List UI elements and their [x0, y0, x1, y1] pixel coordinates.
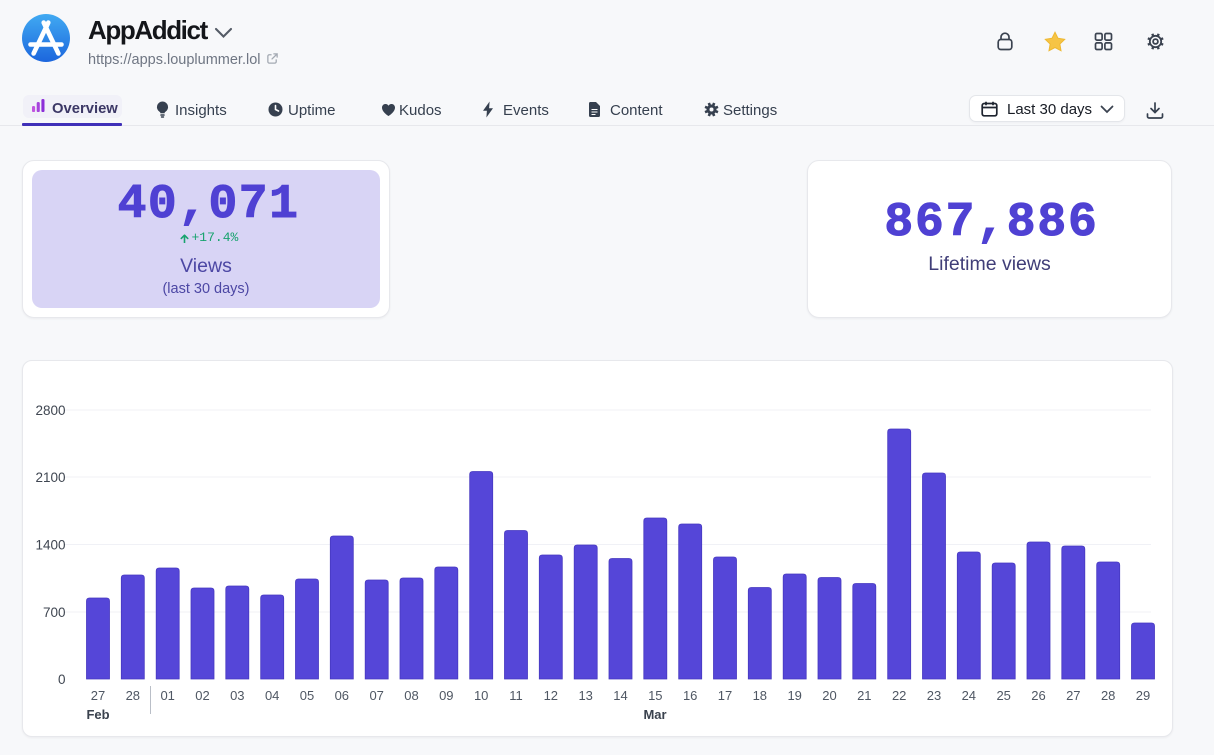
svg-text:12: 12	[544, 688, 558, 703]
svg-text:18: 18	[753, 688, 767, 703]
svg-text:22: 22	[892, 688, 906, 703]
svg-text:19: 19	[787, 688, 801, 703]
svg-text:27: 27	[91, 688, 105, 703]
svg-text:09: 09	[439, 688, 453, 703]
svg-text:07: 07	[369, 688, 383, 703]
svg-text:20: 20	[822, 688, 836, 703]
svg-text:11: 11	[509, 688, 523, 703]
svg-text:02: 02	[195, 688, 209, 703]
svg-text:24: 24	[962, 688, 976, 703]
svg-text:25: 25	[996, 688, 1010, 703]
svg-text:1400: 1400	[35, 537, 65, 552]
svg-text:Mar: Mar	[643, 707, 666, 722]
svg-text:04: 04	[265, 688, 279, 703]
svg-text:27: 27	[1066, 688, 1080, 703]
svg-text:28: 28	[126, 688, 140, 703]
svg-text:03: 03	[230, 688, 244, 703]
svg-text:29: 29	[1136, 688, 1150, 703]
svg-text:28: 28	[1101, 688, 1115, 703]
svg-text:16: 16	[683, 688, 697, 703]
svg-text:0: 0	[58, 672, 66, 687]
svg-text:13: 13	[578, 688, 592, 703]
svg-text:01: 01	[160, 688, 174, 703]
svg-text:14: 14	[613, 688, 627, 703]
svg-text:Feb: Feb	[86, 707, 109, 722]
svg-text:2100: 2100	[35, 470, 65, 485]
svg-text:06: 06	[335, 688, 349, 703]
svg-text:05: 05	[300, 688, 314, 703]
svg-text:21: 21	[857, 688, 871, 703]
svg-text:17: 17	[718, 688, 732, 703]
svg-text:08: 08	[404, 688, 418, 703]
svg-text:2800: 2800	[35, 403, 65, 418]
svg-text:26: 26	[1031, 688, 1045, 703]
svg-text:10: 10	[474, 688, 488, 703]
svg-text:23: 23	[927, 688, 941, 703]
svg-text:700: 700	[43, 605, 66, 620]
svg-text:15: 15	[648, 688, 662, 703]
